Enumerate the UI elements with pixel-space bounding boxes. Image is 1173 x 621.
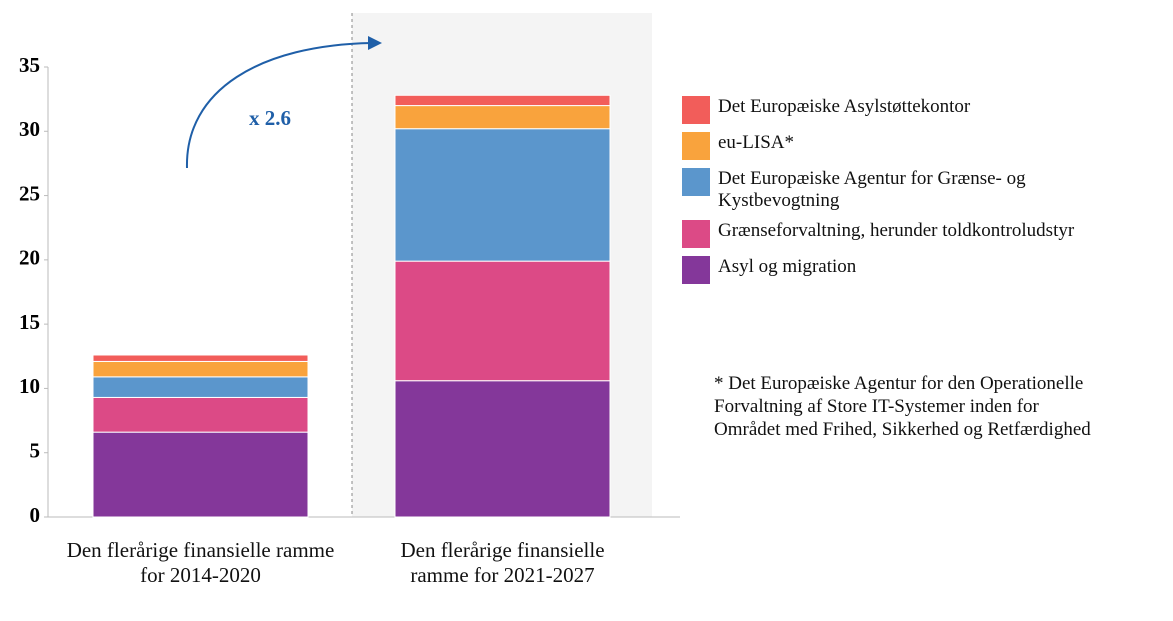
arrow: [185, 42, 373, 169]
y-tick-label: 20: [19, 246, 40, 270]
legend-label: Asyl og migration: [718, 256, 857, 277]
x-tick-label: Den flerårige finansielle ramme for 2021…: [400, 538, 605, 587]
legend-swatch: [682, 256, 710, 284]
bar-segment: [394, 94, 611, 107]
bar-segment: [92, 360, 309, 378]
y-tick-label: 35: [19, 53, 40, 77]
y-tick-label: 10: [19, 374, 40, 398]
bar-segment: [92, 431, 309, 518]
legend-label: eu-LISA*: [718, 132, 794, 153]
footnote: * Det Europæiske Agentur for den Operati…: [714, 373, 1091, 440]
legend: Det Europæiske Asylstøttekontor eu-LISA* D…: [682, 96, 1162, 284]
y-tick-label: 15: [19, 310, 40, 334]
bar-segment: [92, 396, 309, 433]
bar-segment: [92, 354, 309, 362]
bar-segment: [394, 260, 611, 382]
arrow-head: [368, 36, 382, 50]
legend-label: Grænseforvaltning, herunder toldkontrolu…: [718, 220, 1075, 241]
y-tick-label: 25: [19, 181, 40, 205]
legend-swatch: [682, 96, 710, 124]
legend-swatch: [682, 220, 710, 248]
y-tick-label: 30: [19, 117, 40, 141]
legend-item: Det Europæiske Asylstøttekontor: [682, 96, 1162, 124]
legend-label: Det Europæiske Agentur for Grænse- og Ky…: [718, 168, 1026, 211]
annotation: x 2.6: [249, 106, 291, 130]
y-tick-label: 0: [30, 503, 41, 527]
legend-item: Det Europæiske Agentur for Grænse- og Ky…: [682, 168, 1162, 212]
bar-segment: [394, 105, 611, 130]
legend-swatch: [682, 132, 710, 160]
legend-item: Asyl og migration: [682, 256, 1162, 284]
bar-segment: [92, 376, 309, 398]
x-tick-label: Den flerårige finansielle ramme for 2014…: [66, 538, 335, 587]
bar-segment: [394, 128, 611, 262]
y-tick-label: 5: [30, 439, 41, 463]
bar-segment: [394, 380, 611, 518]
legend-item: Grænseforvaltning, herunder toldkontrolu…: [682, 220, 1162, 248]
legend-item: eu-LISA*: [682, 132, 1162, 160]
legend-label: Det Europæiske Asylstøttekontor: [718, 96, 971, 117]
legend-swatch: [682, 168, 710, 196]
